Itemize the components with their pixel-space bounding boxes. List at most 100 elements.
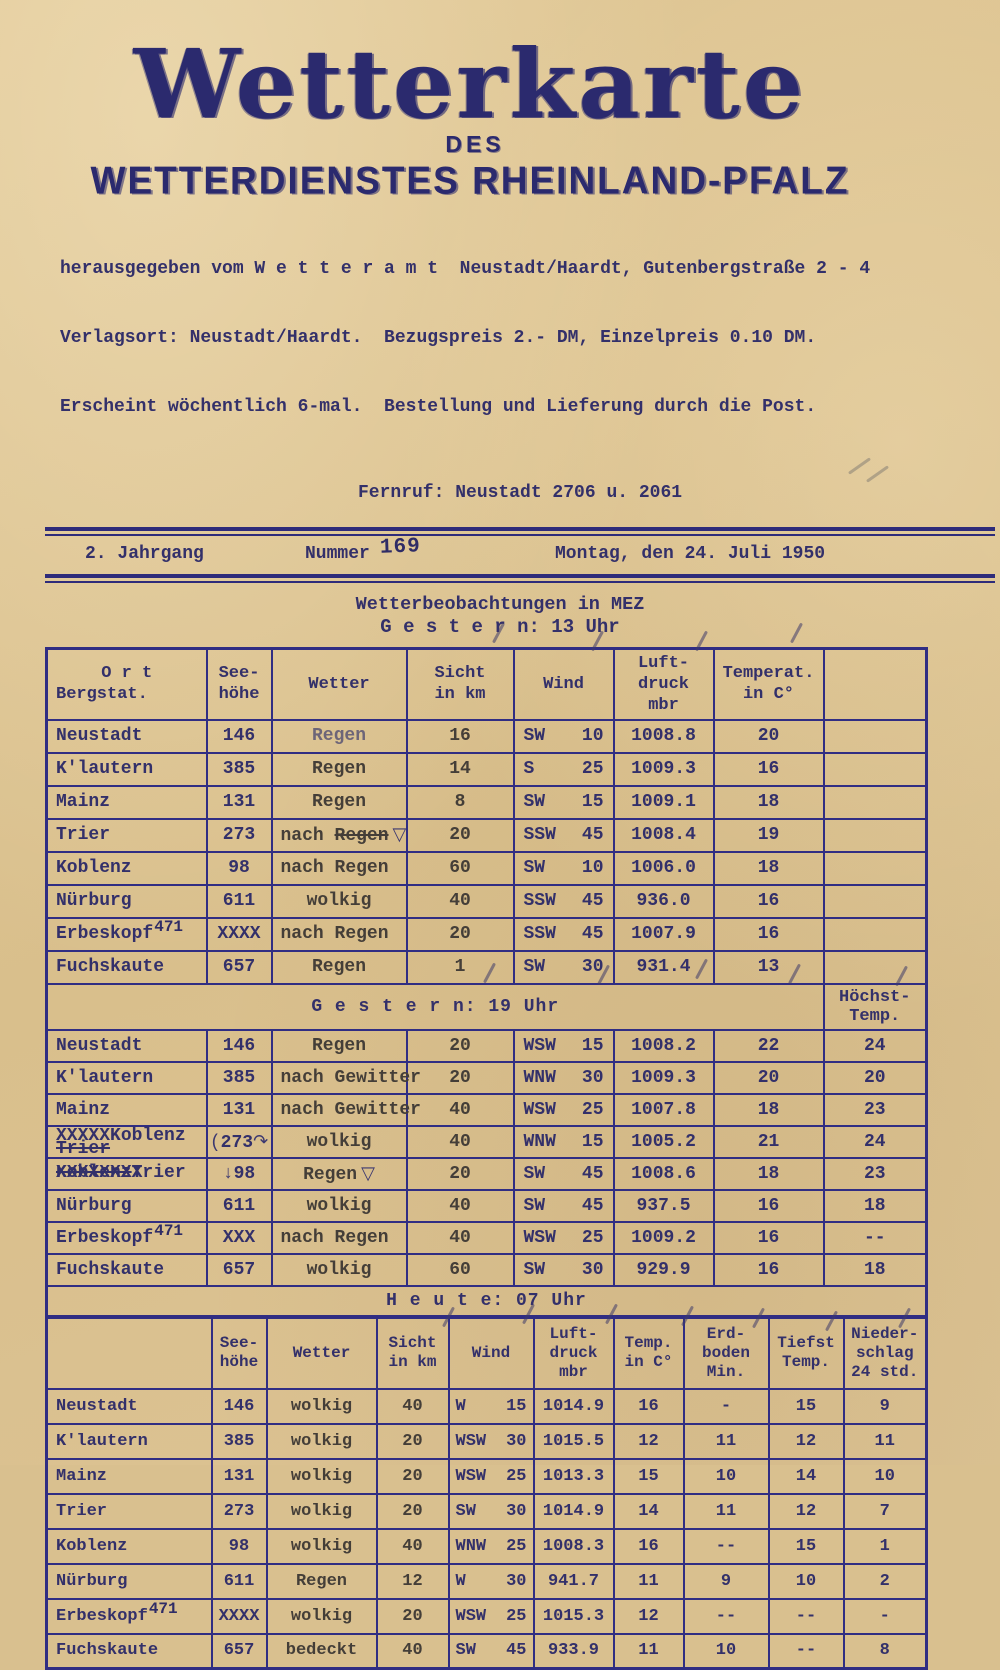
cell-sicht: 8 (405, 784, 515, 820)
shower-symbol: ▽ (361, 1164, 375, 1185)
imprint-line-1: herausgegeben vom W e t t e r a m t Neus… (60, 259, 871, 280)
cell-wetter: Regen ▽ (270, 1156, 408, 1191)
column-header: Nieder-schlag 24 std. (842, 1316, 928, 1390)
cell-wind: WNW 25 (447, 1527, 535, 1565)
cell-erd: 10 (682, 1457, 770, 1495)
table-row: K'lautern 385 Regen 14 S 25 1009.3 16 (45, 751, 928, 787)
cell-sicht: 20 (375, 1492, 450, 1530)
cell-ort: Neustadt (45, 718, 208, 754)
table-row: Erbeskopf471 XXXX nach Regen 20 SSW 45 1007.9 1… (45, 916, 928, 952)
band-heute-07: H e u t e: 07 Uhr (45, 1284, 928, 1318)
column-header: Sicht in km (375, 1316, 450, 1390)
cell-seehoehe: 611 (205, 1188, 273, 1223)
cell-nieder: - (842, 1597, 928, 1635)
cell-wind: SW 15 (512, 784, 615, 820)
cell-wind: W 30 (447, 1562, 535, 1600)
cell-wetter: wolkig (265, 1597, 378, 1635)
table-row: Erbeskopf471 XXX nach Regen 40 WSW 25 1009.2 16… (45, 1220, 928, 1255)
cell-ort: Koblenz XXXXXXXX Trier (45, 1156, 208, 1191)
cell-temperatur: 21 (712, 1124, 825, 1159)
cell-sicht: 40 (405, 1124, 515, 1159)
cell-temperatur: 16 (712, 1252, 825, 1287)
cell-wind: W 15 (447, 1387, 535, 1425)
organization-title: WETTERDIENSTES RHEINLAND-PFALZ (90, 159, 850, 202)
table-row: Neustadt 146 Regen 16 SW 10 1008.8 20 (45, 718, 928, 754)
cell-ort: Mainz (45, 1457, 213, 1495)
cell-nieder: 10 (842, 1457, 928, 1495)
cell-sicht: 20 (405, 817, 515, 853)
cell-wind: WSW 25 (447, 1457, 535, 1495)
cell-seehoehe: 611 (205, 883, 273, 919)
column-header (45, 1316, 213, 1390)
cell-ort: Fuchskaute (45, 949, 208, 985)
cell-seehoehe: 146 (205, 1028, 273, 1063)
cell-tiefst: 12 (767, 1492, 845, 1530)
cell-sicht: 1 (405, 949, 515, 985)
header-row: See-höhe Wetter Sicht in km Wind Luft-druck mb… (45, 1316, 928, 1390)
cell-luftdruck: 1015.3 (532, 1597, 615, 1635)
cell-erd: 10 (682, 1632, 770, 1670)
imprint-block: herausgegeben vom W e t t e r a m t Neus… (60, 212, 1000, 465)
cell-sicht: 40 (405, 1188, 515, 1223)
cell-wind: SSW 45 (512, 916, 615, 952)
cell-temperatur: 18 (712, 1092, 825, 1127)
column-header: Luft-druck mbr (612, 647, 715, 721)
cell-wetter: bedeckt (265, 1632, 378, 1670)
cell-tiefst: -- (767, 1597, 845, 1635)
cell-seehoehe: 657 (210, 1632, 268, 1670)
cell-seehoehe: XXXX (205, 916, 273, 952)
cell-extra (822, 850, 928, 886)
cell-seehoehe: 273 (210, 1492, 268, 1530)
cell-wetter: Regen (270, 949, 408, 985)
column-header: Wetter (265, 1316, 378, 1390)
cell-temperatur: 16 (712, 751, 825, 787)
number-value-handwritten: 169 (379, 535, 422, 560)
cell-extra: 18 (822, 1252, 928, 1287)
weather-table-gestern: O r t Bergstat. See-höhe Wetter Sicht in km Wi… (45, 647, 928, 1319)
cell-luftdruck: 1006.0 (612, 850, 715, 886)
page-title: Wetterkarte (133, 29, 807, 140)
cell-wetter: Regen (270, 718, 408, 754)
cell-sicht: 60 (405, 1252, 515, 1287)
cell-extra: 18 (822, 1188, 928, 1223)
cell-wetter: nach Regen (270, 850, 408, 886)
cell-seehoehe: 385 (205, 751, 273, 787)
cell-tiefst: -- (767, 1632, 845, 1670)
cell-ort: Mainz (45, 1092, 208, 1127)
cell-temperatur: 16 (612, 1387, 685, 1425)
column-header: Wetter (270, 647, 408, 721)
cell-seehoehe: (273↷ (205, 1124, 273, 1159)
cell-sicht: 20 (375, 1597, 450, 1635)
cell-seehoehe: ↓98 (205, 1156, 273, 1191)
cell-erd: 11 (682, 1492, 770, 1530)
column-header: O r t Bergstat. (45, 647, 208, 721)
cell-temperatur: 20 (712, 718, 825, 754)
cell-sicht: 20 (405, 916, 515, 952)
cell-wind: SW 30 (447, 1492, 535, 1530)
cell-extra: 24 (822, 1124, 928, 1159)
cell-wetter: wolkig (270, 883, 408, 919)
band-gestern-19: G e s t e r n: 19 Uhr Höchst- Temp. (45, 982, 928, 1031)
handwritten-arrow: ↷ (253, 1132, 269, 1153)
cell-seehoehe: 131 (205, 784, 273, 820)
column-header: Sicht in km (405, 647, 515, 721)
cell-extra: 23 (822, 1156, 928, 1191)
table-row: K'lautern 385 wolkig 20 WSW 30 1015.5 12 11 12 11 (45, 1422, 928, 1460)
cell-seehoehe: 657 (205, 1252, 273, 1287)
table-row: Mainz 131 nach Gewitter 40 WSW 25 1007.8 18 23 (45, 1092, 928, 1127)
cell-luftdruck: 1009.2 (612, 1220, 715, 1255)
column-header: Wind (447, 1316, 535, 1390)
cell-ort: K'lautern (45, 1422, 213, 1460)
table-row: Erbeskopf471 XXXX wolkig 20 WSW 25 1015.3 12 -- -… (45, 1597, 928, 1635)
cell-ort: K'lautern (45, 751, 208, 787)
cell-temperatur: 11 (612, 1632, 685, 1670)
shower-symbol: ▽ (392, 826, 407, 847)
column-header: Erd-boden Min. (682, 1316, 770, 1390)
column-header: Wind (512, 647, 615, 721)
number-label: Nummer (305, 544, 370, 565)
table-row: Neustadt 146 wolkig 40 W 15 1014.9 16-15 9 (45, 1387, 928, 1425)
cell-wetter: nach Regen ▽ (270, 817, 408, 853)
table-row: Fuchskaute 657 Regen 1 SW 30 931.4 13 (45, 949, 928, 985)
cell-temperatur: 14 (612, 1492, 685, 1530)
cell-erd: -- (682, 1527, 770, 1565)
